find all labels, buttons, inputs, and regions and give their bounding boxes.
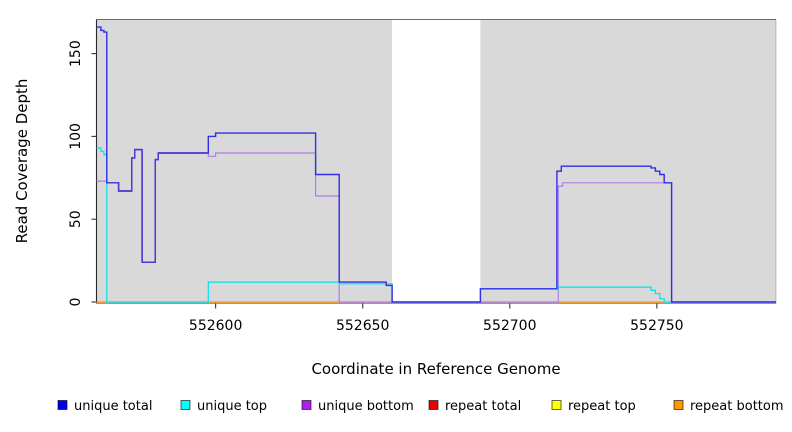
legend-swatch	[180, 400, 191, 410]
y-axis-title: Read Coverage Depth	[13, 79, 31, 244]
legend-label: repeat total	[445, 399, 521, 414]
legend-swatch	[301, 400, 312, 410]
unique-overlap-blend-line	[106, 148, 209, 263]
y-tick-label: 0	[68, 298, 84, 307]
legend-swatch	[57, 400, 68, 410]
legend-label: repeat top	[568, 399, 636, 414]
legend-label: unique total	[74, 399, 152, 414]
x-tick-label: 552700	[483, 318, 536, 334]
legend-label: repeat bottom	[690, 399, 784, 414]
shaded-annotation-bands	[96, 19, 776, 304]
chart-legend: unique total unique top unique bottom repea…	[57, 399, 784, 414]
shaded-band	[480, 19, 776, 304]
legend-swatch	[673, 400, 684, 410]
legend-label: unique bottom	[318, 399, 414, 414]
x-axis-title: Coordinate in Reference Genome	[311, 360, 560, 378]
y-tick-label: 150	[68, 40, 84, 67]
legend-swatch	[551, 400, 562, 410]
x-tick-label: 552650	[336, 318, 389, 334]
legend-swatch	[428, 400, 439, 410]
plot-frame	[95, 19, 777, 304]
legend-label: unique top	[197, 399, 267, 414]
x-tick-label: 552600	[189, 318, 242, 334]
coverage-series-lines	[96, 26, 776, 303]
shaded-band	[96, 19, 393, 304]
axis-ticks-and-labels: 552600 552650 552700 552750 0 50 100 150	[68, 40, 684, 334]
y-tick-label: 50	[68, 210, 84, 228]
y-tick-label: 100	[68, 123, 84, 150]
x-tick-label: 552750	[630, 318, 683, 334]
